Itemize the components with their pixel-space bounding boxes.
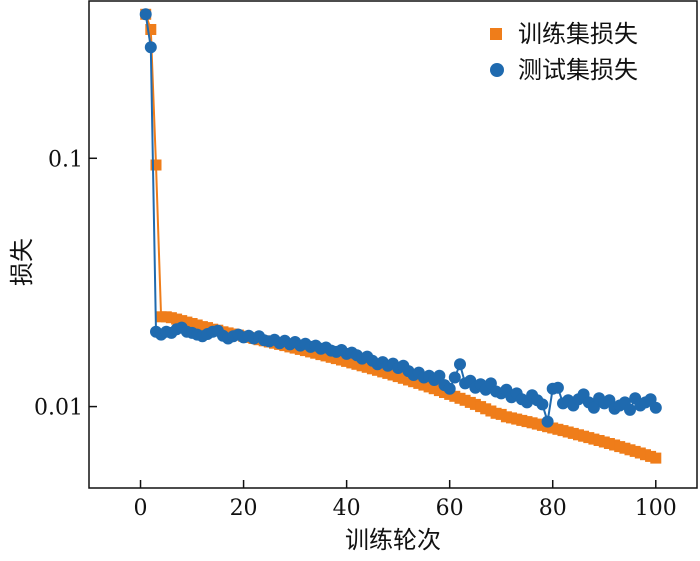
series-layer: [139, 8, 662, 464]
y-tick-label: 0.01: [34, 396, 83, 421]
x-tick-label: 20: [230, 496, 258, 521]
data-point-test: [624, 403, 636, 416]
data-point-test: [144, 41, 157, 54]
axes-layer: 0 20 40 60 80 100 0.01 0.1: [34, 147, 677, 521]
x-tick-label: 100: [635, 496, 677, 521]
data-point-test: [443, 382, 456, 395]
data-point-test: [139, 8, 152, 21]
plot-frame: [88, 0, 698, 489]
data-point-test: [551, 381, 564, 394]
legend-label-test: 测试集损失: [518, 56, 638, 84]
x-tick-label: 40: [333, 496, 361, 521]
data-point-train: [650, 452, 662, 464]
data-point-test: [649, 401, 662, 414]
legend: 训练集损失 测试集损失: [490, 20, 638, 84]
x-tick-label: 80: [539, 496, 567, 521]
data-point-test: [454, 358, 466, 371]
legend-label-train: 训练集损失: [518, 20, 638, 48]
x-tick-label: 0: [134, 496, 148, 521]
legend-marker-test: [490, 63, 504, 77]
y-tick-label: 0.1: [48, 147, 83, 172]
x-axis-label: 训练轮次: [345, 526, 441, 554]
y-axis-label: 损失: [8, 238, 36, 286]
x-tick-label: 60: [436, 496, 464, 521]
data-point-test: [448, 371, 461, 384]
data-point-test: [587, 401, 600, 414]
data-point-test: [433, 369, 446, 382]
data-point-test: [536, 398, 549, 411]
data-point-train: [145, 24, 157, 35]
data-point-train: [150, 159, 162, 171]
data-point-test: [541, 415, 554, 428]
legend-marker-train: [490, 28, 502, 40]
